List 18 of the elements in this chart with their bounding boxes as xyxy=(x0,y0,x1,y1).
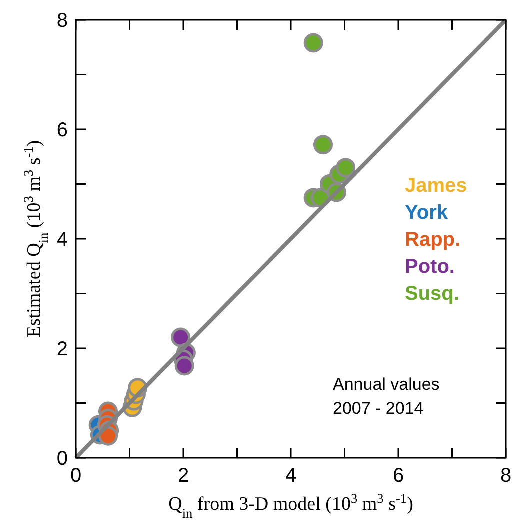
y-tick-label: 2 xyxy=(56,338,68,360)
y-tick-label: 4 xyxy=(56,229,68,251)
y-tick-label: 0 xyxy=(56,448,68,470)
y-tick-label: 6 xyxy=(56,120,68,142)
text: Poto. xyxy=(405,256,455,278)
text: James xyxy=(405,175,468,197)
text: Q$_{in}$ from 3-D model (10$^{3}$ m$^{3}$ s$^{-1}$) xyxy=(168,490,414,520)
x-tick-label: 4 xyxy=(285,465,297,487)
annotation: Annual values xyxy=(333,375,440,394)
x-tick-label: 2 xyxy=(178,465,190,487)
text: Susq. xyxy=(405,283,460,305)
y-tick-label: 8 xyxy=(56,10,68,32)
text: York xyxy=(405,202,449,224)
x-tick-label: 0 xyxy=(70,465,82,487)
x-tick-label: 8 xyxy=(500,465,512,487)
text: Rapp. xyxy=(405,229,461,251)
x-tick-label: 6 xyxy=(392,465,404,487)
annotation: 2007 - 2014 xyxy=(333,399,424,418)
